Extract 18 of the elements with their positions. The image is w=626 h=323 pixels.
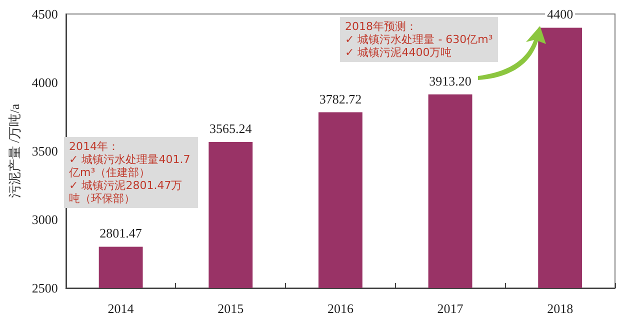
x-tick-label: 2016 [327,301,354,316]
y-tick-label: 3500 [32,144,58,158]
y-tick-label: 4500 [32,6,58,22]
x-tick-label: 2015 [218,301,244,316]
y-axis-title: 污泥产量 /万吨/a [7,104,22,198]
y-tick-label: 2500 [32,280,58,296]
annotation: 2018年预测： ✓ 城镇污水处理量 - 630亿m³ ✓ 城镇污泥4400万吨 [340,17,498,62]
x-tick-label: 2018 [547,301,574,316]
data-label: 4400 [547,6,574,22]
x-tick-label: 2014 [108,301,134,316]
data-label: 2801.47 [100,226,142,241]
annotation: 2014年： ✓ 城镇污水处理量401.7亿m³（住建部） ✓ 城镇污泥2801.47万吨（环保部） [64,137,198,208]
x-tick-label: 2017 [437,301,464,316]
data-label: 3913.20 [429,73,472,88]
y-tick-label: 4000 [32,75,58,90]
y-tick-label: 3000 [32,212,58,227]
data-label: 3565.24 [210,121,252,136]
data-label: 3782.72 [319,91,362,106]
